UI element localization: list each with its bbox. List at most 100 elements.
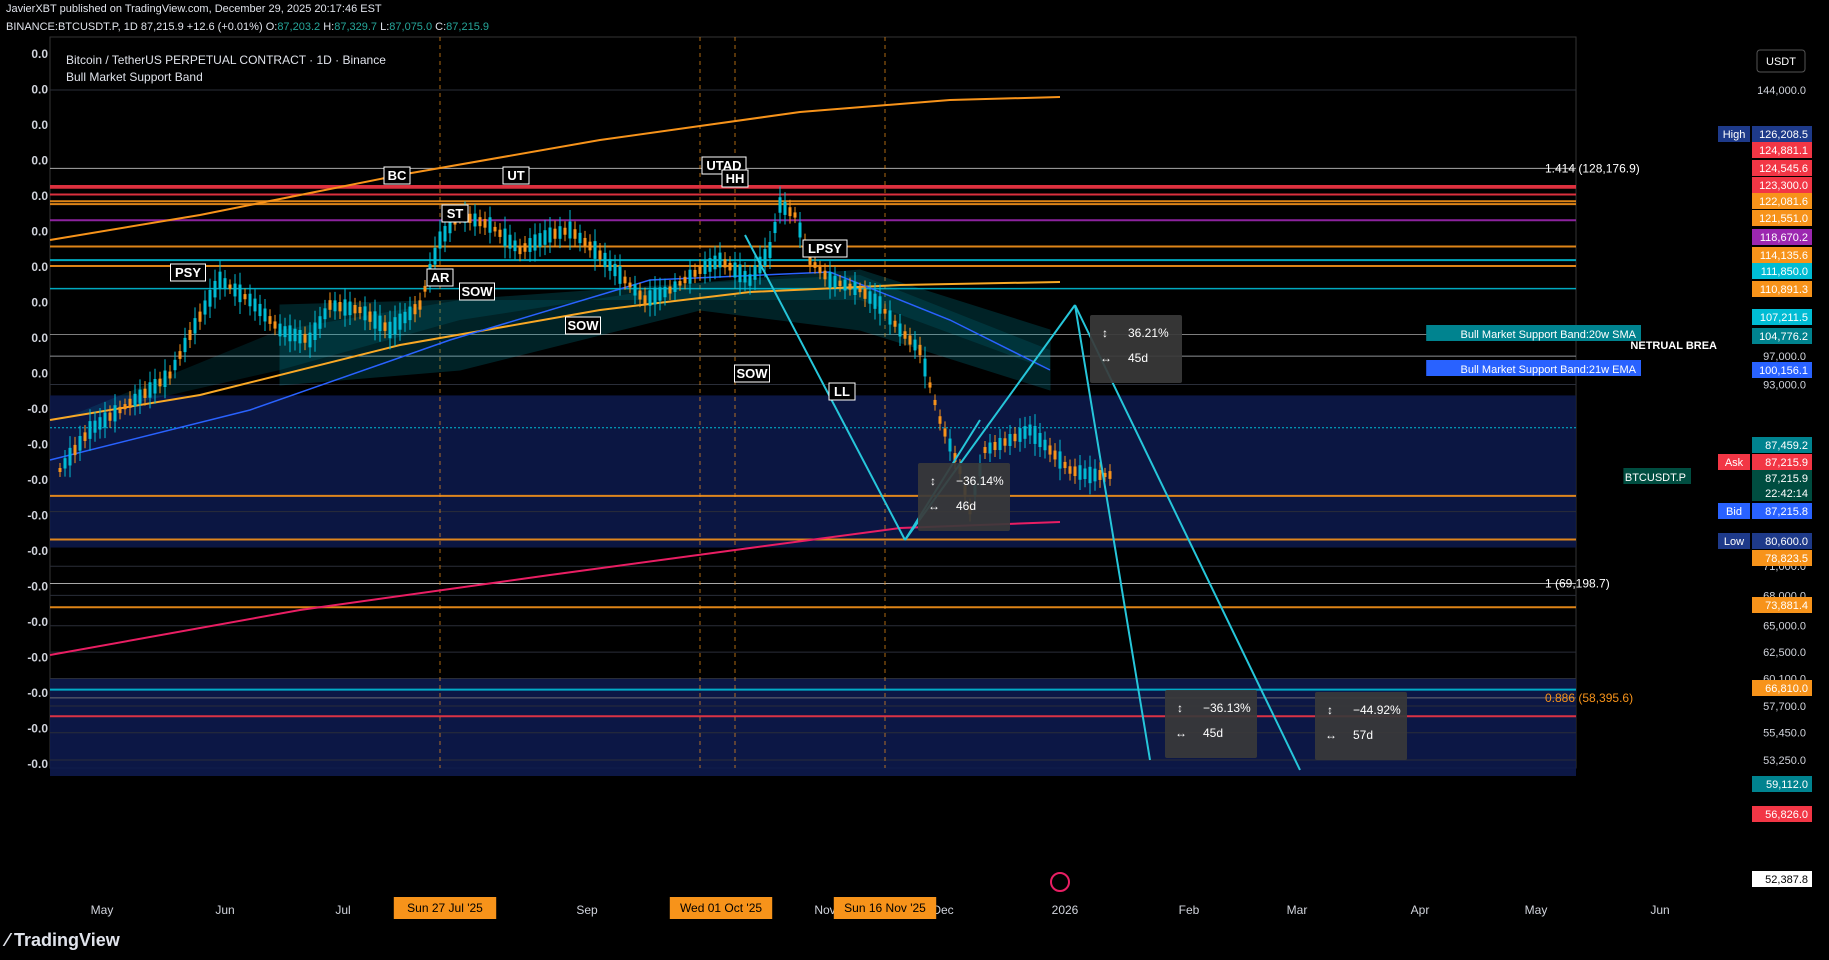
candle-body	[708, 258, 712, 272]
candle-body	[743, 270, 747, 283]
candle-body	[783, 201, 787, 215]
candle-body	[138, 389, 142, 404]
candle-body	[118, 406, 122, 414]
candle-body	[873, 293, 877, 309]
candle-body	[183, 337, 187, 353]
left-axis-value-14: -0.0	[27, 544, 48, 558]
ma-long-orange	[49, 96, 1061, 241]
indicator-tag-2: BTCUSDT.P	[1625, 472, 1686, 484]
candle-body	[238, 284, 242, 303]
candle-body	[818, 266, 822, 274]
candle-body	[628, 282, 632, 288]
candle-body	[1003, 438, 1007, 446]
candle-body	[603, 252, 607, 268]
candle-body	[593, 241, 597, 259]
price-tick-9: 57,700.0	[1763, 701, 1806, 713]
candle-body	[558, 226, 562, 239]
price-label-box-17	[1752, 503, 1812, 519]
candle-body	[193, 318, 197, 334]
candle-body	[613, 263, 617, 277]
price-label-box-16	[1752, 485, 1812, 501]
measure-pct-2: −36.13%	[1203, 701, 1251, 715]
price-label-5: 121,551.0	[1759, 213, 1808, 225]
candle-body	[723, 259, 727, 268]
candle-body	[548, 227, 552, 243]
candle-body	[98, 417, 102, 430]
measure-box-1	[918, 463, 1010, 531]
symbol: BINANCE:BTCUSDT.P, 1D	[6, 21, 138, 33]
price-label-tag-box-0	[1718, 126, 1750, 142]
price-label-7: 114,135.6	[1760, 250, 1808, 262]
x-tick-6: 2026	[1052, 903, 1079, 917]
candle-body	[843, 279, 847, 291]
candle-body	[858, 287, 862, 293]
candle-body	[543, 230, 547, 245]
date-badge-box-1	[669, 897, 773, 919]
candle-body	[918, 344, 922, 356]
navy-zone-upper	[50, 395, 1576, 548]
candle-body	[308, 332, 312, 348]
left-axis-value-18: -0.0	[27, 686, 48, 700]
candle-body	[993, 441, 997, 451]
candle-body	[368, 311, 372, 322]
left-axis-value-4: 0.0	[31, 189, 48, 203]
x-tick-4: Nov	[814, 903, 835, 917]
legend-indicator: Bull Market Support Band	[66, 70, 203, 84]
candle-body	[693, 269, 697, 277]
candle-body	[288, 325, 292, 342]
close-value: 87,215.9	[446, 21, 489, 33]
measure-days-3: 57d	[1353, 728, 1373, 742]
candle-body	[473, 213, 477, 227]
publish-info: JavierXBT published on TradingView.com, …	[6, 3, 382, 15]
candle-body	[1088, 466, 1092, 484]
candle-body	[1013, 433, 1017, 442]
candle-body	[773, 221, 777, 234]
candle-body	[1053, 450, 1057, 460]
candle-body	[248, 293, 252, 307]
candle-body	[278, 323, 282, 337]
candle-body	[438, 231, 442, 249]
candle-body	[393, 317, 397, 335]
candle-body	[1083, 468, 1087, 480]
price-label-box-3	[1752, 177, 1812, 193]
x-tick-3: Sep	[576, 903, 598, 917]
price-label-24: 52,387.8	[1765, 874, 1808, 886]
candle-body	[488, 217, 492, 233]
left-axis-value-1: 0.0	[31, 83, 48, 97]
candle-body	[528, 238, 532, 252]
wyckoff-box-11	[828, 382, 856, 401]
measure-range-icon-0: ↔	[1100, 351, 1112, 365]
candle-body	[1073, 466, 1077, 477]
left-axis-value-20: -0.0	[27, 757, 48, 771]
last-price: 87,215.9	[140, 21, 184, 33]
candle-body	[303, 333, 307, 343]
price-label-box-24	[1752, 871, 1812, 887]
candle-body	[933, 399, 937, 406]
left-axis-value-11: -0.0	[27, 438, 48, 452]
currency-button	[1756, 49, 1806, 73]
price-label-11: 104,776.2	[1759, 331, 1808, 343]
wyckoff-box-4	[459, 282, 495, 301]
price-label-tag-0: High	[1723, 129, 1746, 141]
candle-body	[63, 458, 67, 469]
measure-box-3	[1315, 692, 1407, 760]
price-tick-11: 53,250.0	[1763, 755, 1806, 767]
candle-body	[1008, 433, 1012, 447]
candle-body	[388, 321, 392, 339]
indicator-tag-box-1	[1426, 360, 1641, 376]
candle-body	[638, 290, 642, 300]
x-tick-2: Jul	[335, 903, 350, 917]
candle-body	[158, 378, 162, 387]
alert-icon	[1050, 872, 1070, 892]
candle-body	[1063, 461, 1067, 469]
price-label-17: 87,215.8	[1765, 506, 1808, 518]
candle-body	[1078, 465, 1082, 480]
price-label-box-22	[1752, 776, 1812, 792]
candle-body	[448, 221, 452, 234]
left-axis-value-2: 0.0	[31, 118, 48, 132]
price-label-22: 59,112.0	[1766, 779, 1808, 791]
candle-body	[358, 306, 362, 314]
candle-body	[398, 313, 402, 330]
wyckoff-box-3	[441, 204, 469, 223]
